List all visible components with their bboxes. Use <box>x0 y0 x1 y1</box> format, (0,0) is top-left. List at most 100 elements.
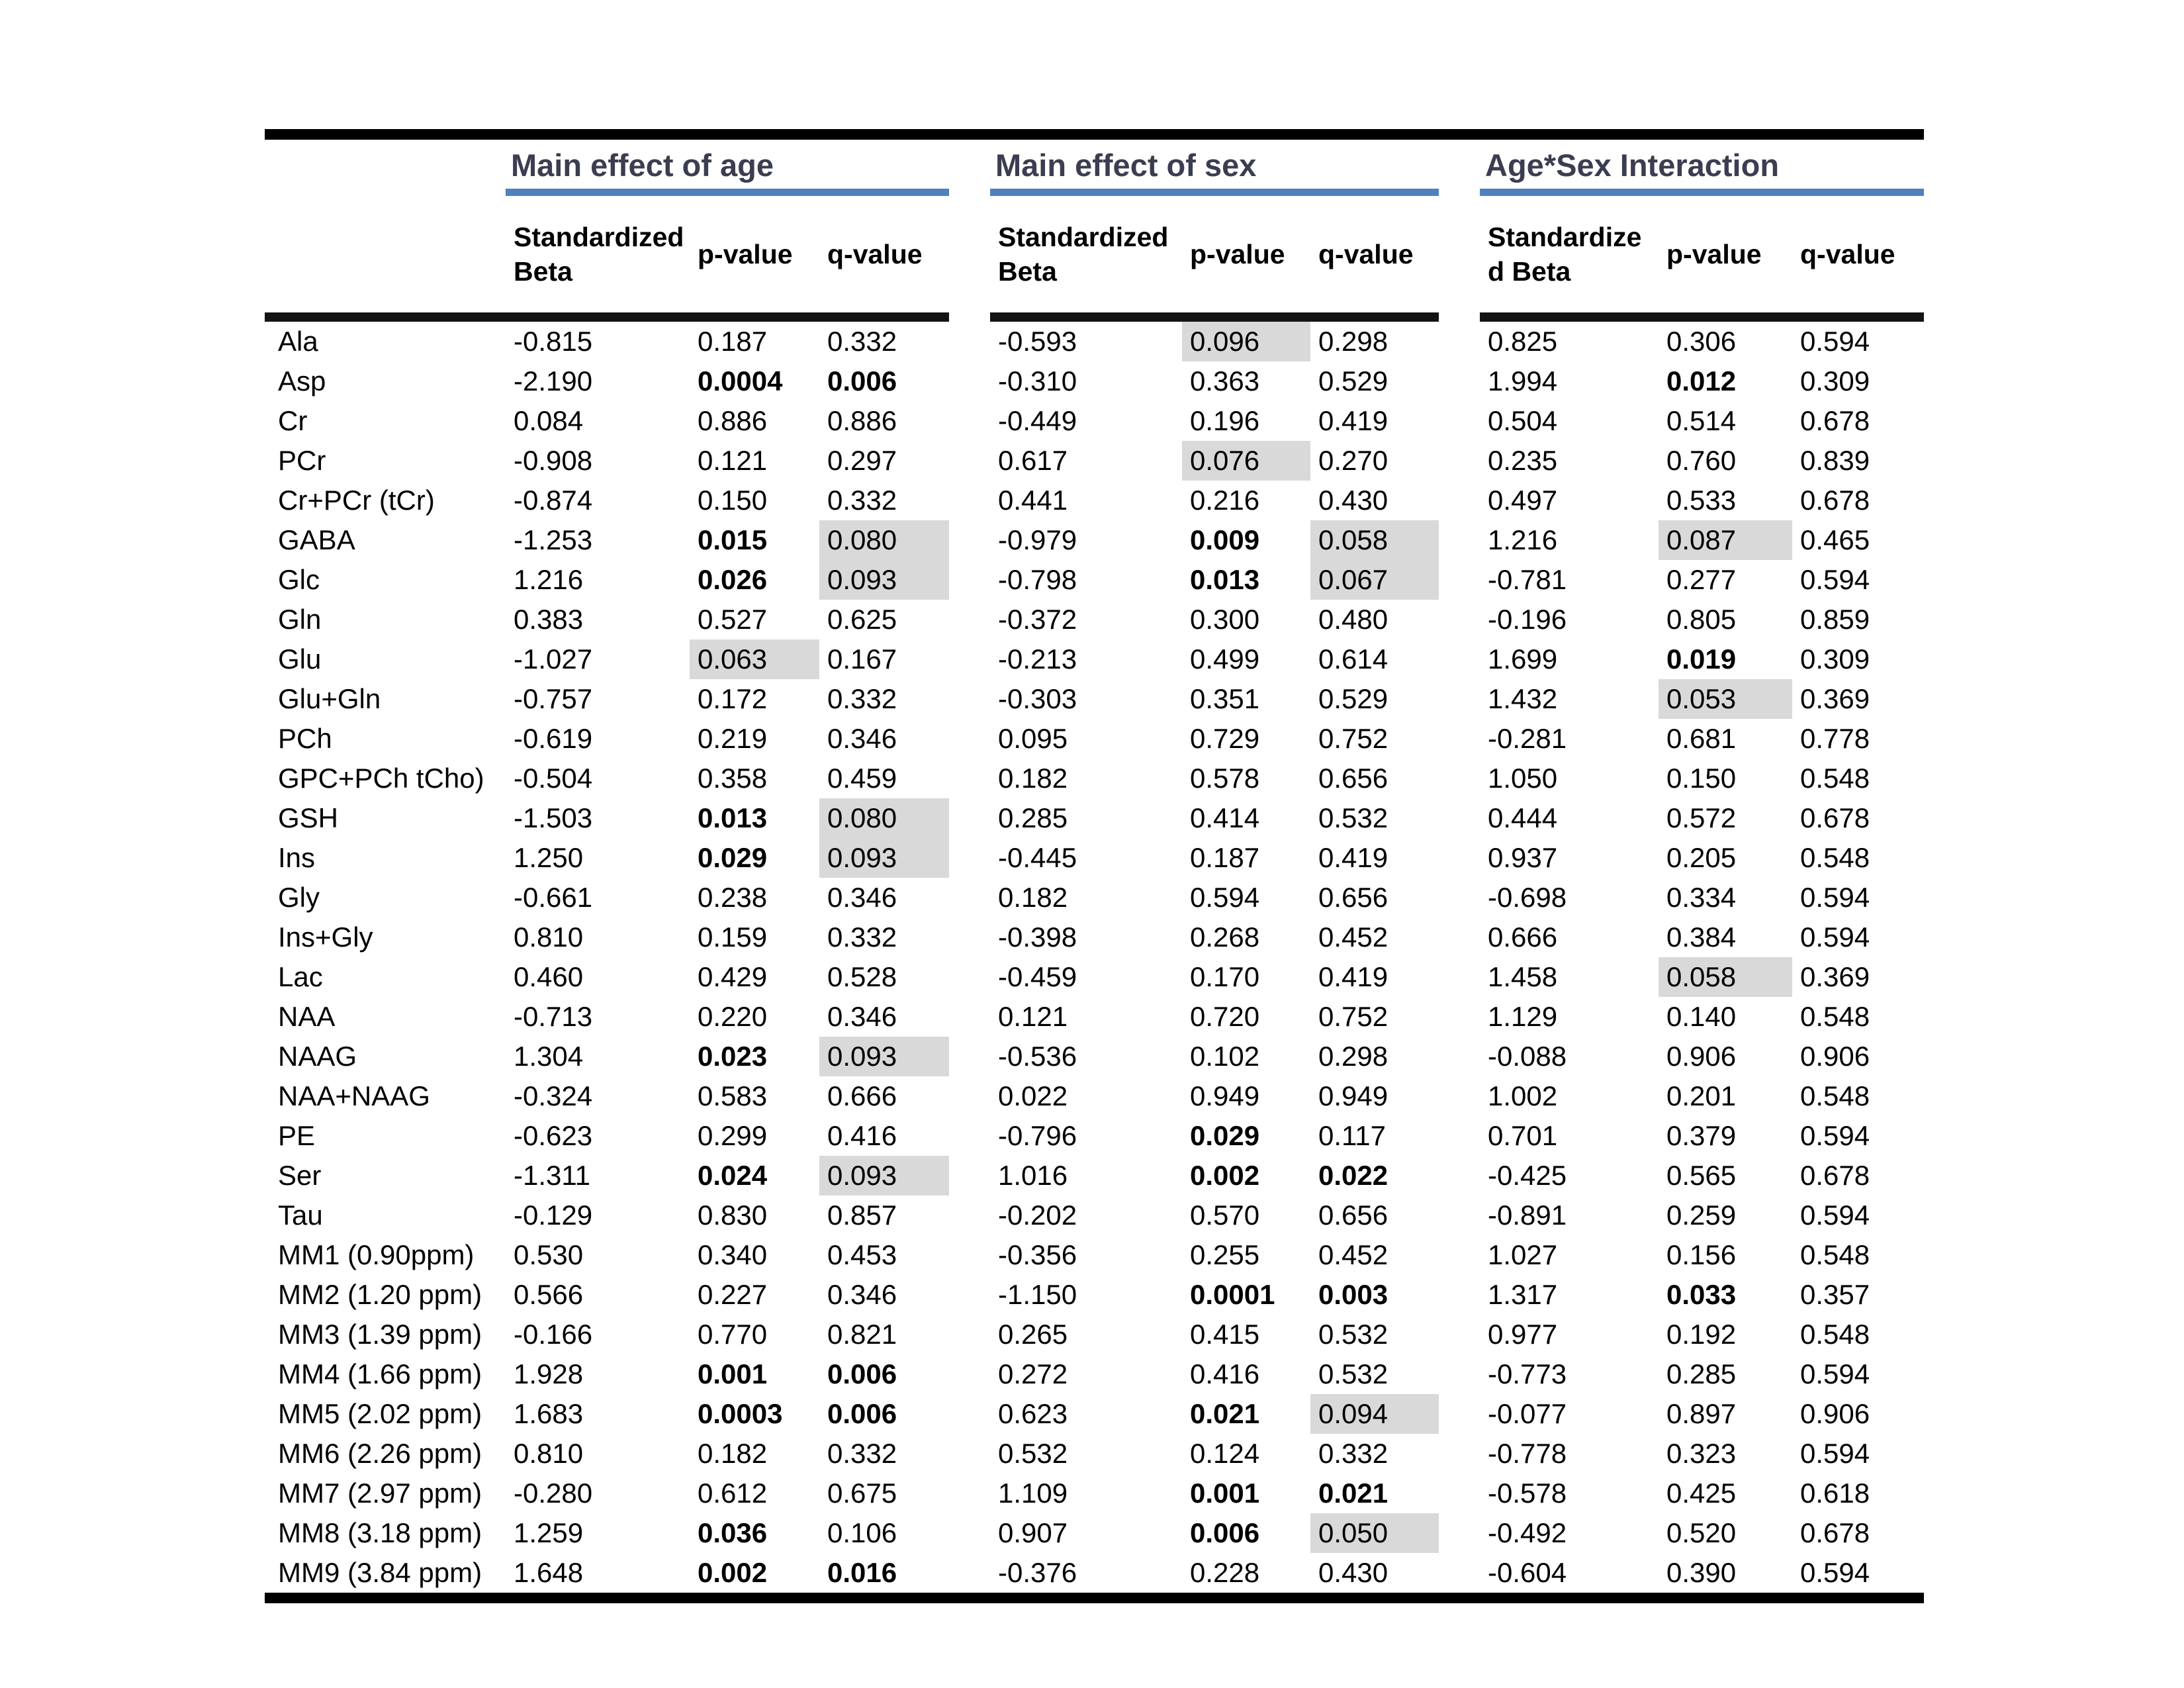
value-cell: 0.459 <box>827 763 897 794</box>
value-cell: -0.088 <box>1488 1041 1567 1072</box>
value-cell: -0.979 <box>998 524 1077 555</box>
column-gap <box>949 193 990 318</box>
value-cell: 0.033 <box>1666 1279 1737 1310</box>
value-cell: 0.182 <box>998 763 1068 794</box>
value-cell: 0.897 <box>1666 1398 1737 1429</box>
column-gap <box>1439 361 1480 401</box>
value-cell: 0.093 <box>819 1037 949 1076</box>
value-cell: 0.351 <box>1190 683 1260 714</box>
value-cell: -0.757 <box>514 683 593 714</box>
group-title-sex: Main effect of sex <box>990 129 1439 196</box>
value-cell: 0.003 <box>1318 1279 1388 1310</box>
value-cell: 0.012 <box>1666 365 1737 397</box>
value-cell: 0.460 <box>514 961 584 992</box>
row-label: MM4 (1.66 ppm) <box>278 1358 482 1389</box>
value-cell: 0.095 <box>998 723 1068 754</box>
value-cell: 0.259 <box>1666 1199 1737 1231</box>
value-cell: 0.001 <box>698 1358 768 1389</box>
value-cell: 0.752 <box>1318 1001 1388 1032</box>
column-gap <box>949 639 990 679</box>
column-gap <box>949 878 990 917</box>
value-cell: 0.0001 <box>1190 1279 1275 1310</box>
column-gap <box>949 481 990 520</box>
row-label: GPC+PCh tCho) <box>278 763 484 794</box>
value-cell: 0.379 <box>1666 1120 1737 1151</box>
table-row: Ins+Gly 0.810 0.159 0.332 -0.398 0.268 0.452 0.… <box>265 917 1924 957</box>
col-header-text: Standardized <box>998 222 1169 252</box>
table-row: Gln 0.383 0.527 0.625 -0.372 0.300 0.480 -0.196… <box>265 600 1924 639</box>
value-cell: 0.594 <box>1800 1438 1870 1469</box>
value-cell: 0.0003 <box>698 1398 783 1429</box>
row-label: Ser <box>278 1160 322 1191</box>
column-gap <box>1439 1235 1480 1275</box>
column-gap <box>1439 719 1480 759</box>
value-cell: 0.006 <box>1190 1517 1260 1548</box>
row-label: NAA+NAAG <box>278 1080 430 1111</box>
value-cell: 1.259 <box>514 1517 584 1548</box>
value-cell: -0.698 <box>1488 882 1567 913</box>
row-label: Ala <box>278 326 318 357</box>
column-gap <box>1439 679 1480 719</box>
row-label: Glu <box>278 643 322 675</box>
value-cell: 0.332 <box>1318 1438 1388 1469</box>
col-header-p-age: p-value <box>690 192 819 322</box>
column-gap <box>1439 1394 1480 1434</box>
value-cell: 0.859 <box>1800 604 1870 635</box>
value-cell: -0.129 <box>514 1199 593 1231</box>
column-gap <box>949 759 990 798</box>
value-cell: 0.504 <box>1488 405 1558 436</box>
table-row: MM6 (2.26 ppm) 0.810 0.182 0.332 0.532 0.124 0… <box>265 1434 1924 1474</box>
value-cell: 0.821 <box>827 1319 897 1350</box>
value-cell: 0.121 <box>998 1001 1068 1032</box>
column-gap <box>949 1275 990 1315</box>
column-gap <box>949 917 990 957</box>
table-row: Ins 1.250 0.029 0.093 -0.445 0.187 0.419 0.937 0… <box>265 838 1924 878</box>
col-header-q-sex: q-value <box>1310 192 1439 322</box>
value-cell: 0.949 <box>1318 1080 1388 1111</box>
value-cell: 0.298 <box>1318 326 1388 357</box>
value-cell: 0.093 <box>819 838 949 878</box>
column-gap <box>949 679 990 719</box>
value-cell: 0.752 <box>1318 723 1388 754</box>
value-cell: 0.594 <box>1800 1120 1870 1151</box>
value-cell: 0.192 <box>1666 1319 1737 1350</box>
value-cell: 1.304 <box>514 1041 584 1072</box>
value-cell: -2.190 <box>514 365 593 397</box>
column-gap <box>1439 639 1480 679</box>
value-cell: 0.430 <box>1310 1553 1439 1603</box>
value-cell: 0.015 <box>698 524 768 555</box>
value-cell: -0.796 <box>998 1120 1077 1151</box>
value-cell: 1.129 <box>1488 1001 1558 1032</box>
col-header-p-sex: p-value <box>1182 192 1310 322</box>
value-cell: 0.205 <box>1666 842 1737 873</box>
value-cell: 0.656 <box>1318 882 1388 913</box>
column-gap <box>1439 1513 1480 1553</box>
value-cell: 0.220 <box>698 1001 768 1032</box>
value-cell: 0.026 <box>698 564 768 595</box>
value-cell: 1.699 <box>1488 643 1558 675</box>
value-cell: 0.009 <box>1190 524 1260 555</box>
value-cell: 0.150 <box>698 485 768 516</box>
value-cell: 0.067 <box>1310 560 1439 600</box>
value-cell: 0.729 <box>1190 723 1260 754</box>
value-cell: 0.532 <box>1318 1319 1388 1350</box>
table-row: GABA -1.253 0.015 0.080 -0.979 0.009 0.058 1.21… <box>265 520 1924 560</box>
value-cell: 0.340 <box>698 1239 768 1270</box>
value-cell: 0.770 <box>698 1319 768 1350</box>
value-cell: 0.529 <box>1318 683 1388 714</box>
value-cell: 0.578 <box>1190 763 1260 794</box>
table-row: Cr+PCr (tCr) -0.874 0.150 0.332 0.441 0.216 0.… <box>265 481 1924 520</box>
value-cell: 0.907 <box>998 1517 1068 1548</box>
column-gap <box>1439 441 1480 481</box>
value-cell: 0.270 <box>1318 445 1388 476</box>
value-cell: 0.566 <box>514 1279 584 1310</box>
table-row: Gly -0.661 0.238 0.346 0.182 0.594 0.656 -0.698… <box>265 878 1924 917</box>
column-gap <box>1439 1553 1480 1603</box>
value-cell: 0.666 <box>827 1080 897 1111</box>
value-cell: 0.182 <box>998 882 1068 913</box>
value-cell: 0.227 <box>698 1279 768 1310</box>
value-cell: 0.678 <box>1800 1160 1870 1191</box>
column-gap <box>1439 1354 1480 1394</box>
column-gap <box>949 1513 990 1553</box>
value-cell: 0.594 <box>1800 882 1870 913</box>
